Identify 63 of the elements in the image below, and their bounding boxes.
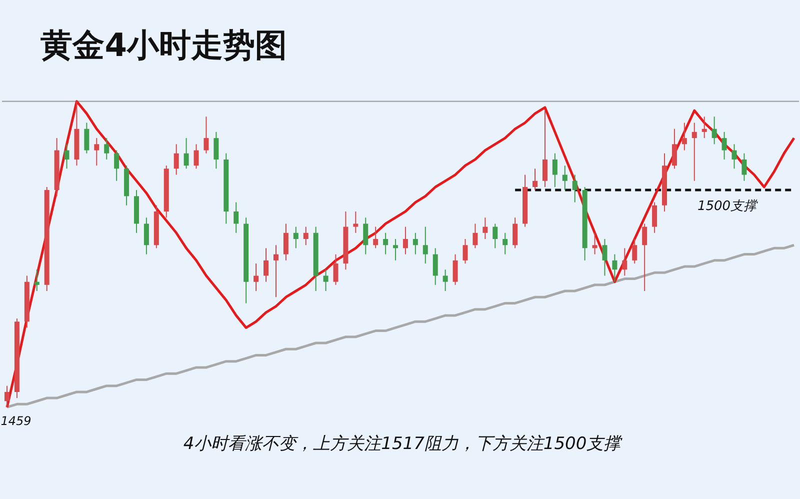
candlestick: [64, 144, 70, 170]
candlestick: [542, 110, 548, 188]
candlestick: [652, 202, 658, 234]
candlestick: [4, 385, 10, 408]
annotation: 1459: [0, 414, 32, 428]
candlestick: [502, 232, 508, 255]
candlestick: [204, 116, 209, 154]
candlestick: [84, 122, 90, 154]
candlestick: [254, 262, 259, 292]
candlestick: [452, 254, 458, 286]
candlestick: [34, 269, 40, 292]
candlestick: [194, 144, 199, 170]
candlestick: [482, 217, 488, 240]
candlestick: [682, 122, 687, 151]
candlestick: [692, 122, 697, 182]
candlestick: [602, 238, 608, 276]
candlestick: [144, 217, 149, 255]
candlestick: [333, 254, 338, 286]
candlestick: [712, 116, 717, 145]
candlestick: [592, 232, 598, 255]
candlestick: [552, 152, 558, 188]
candlestick: [393, 238, 398, 261]
candlestick: [273, 244, 278, 298]
candlestick: [492, 223, 498, 249]
candlestick: [632, 238, 638, 264]
candlestick: [532, 168, 538, 191]
candlestick: [462, 238, 468, 264]
candlestick: [572, 174, 578, 203]
candlestick: [612, 254, 618, 282]
candlestick: [104, 138, 110, 160]
candlestick: [114, 150, 120, 182]
candlestick: [672, 128, 677, 170]
text: 4小时看涨不变，上方关注1517阻力，下方关注1500支撑: [183, 434, 623, 454]
candlestick: [432, 248, 438, 286]
candlestick: [303, 226, 308, 246]
candlestick: [472, 223, 478, 249]
annotation: 1500支撑: [697, 199, 759, 214]
candlestick: [562, 165, 568, 191]
candlestick: [323, 269, 328, 292]
candlestick: [732, 144, 737, 170]
candlestick: [622, 248, 628, 276]
candlestick: [512, 217, 518, 249]
candlestick: [442, 269, 448, 292]
candlestick: [94, 138, 100, 166]
candlestick: [234, 202, 239, 234]
candlestick: [642, 223, 648, 292]
candlestick: [184, 138, 189, 170]
candlestick: [422, 226, 428, 264]
candlestick: [293, 226, 298, 249]
candlestick: [214, 131, 219, 170]
candlestick: [373, 226, 378, 249]
candlestick: [702, 116, 707, 139]
candlestick: [363, 217, 368, 255]
candlestick: [283, 223, 288, 261]
candlestick: [402, 226, 408, 255]
candlestick: [353, 210, 358, 234]
candlestick: [742, 152, 747, 182]
candlestick: [264, 248, 269, 282]
candlestick: [174, 144, 179, 176]
candlestick: [412, 232, 418, 255]
candlestick: [383, 232, 388, 255]
chart-title: 黄金4小时走势图: [40, 26, 287, 64]
candlestick: [722, 131, 727, 160]
